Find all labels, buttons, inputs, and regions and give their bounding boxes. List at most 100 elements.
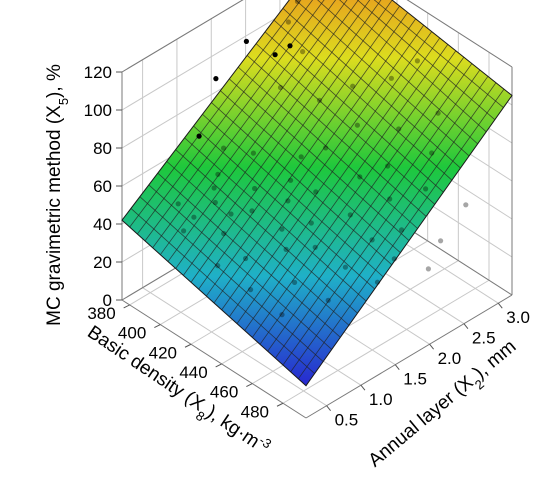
data-point bbox=[374, 279, 381, 285]
box-edge bbox=[305, 294, 513, 419]
data-point bbox=[294, 0, 301, 4]
data-point bbox=[196, 133, 202, 139]
data-point bbox=[279, 226, 285, 232]
y-tick-label: 480 bbox=[241, 402, 269, 421]
x-tick-label: 0.5 bbox=[335, 411, 359, 430]
data-point bbox=[308, 220, 314, 226]
data-point bbox=[435, 110, 441, 116]
data-point bbox=[323, 145, 329, 151]
data-point bbox=[211, 185, 217, 191]
surface-mesh-line bbox=[301, 0, 487, 133]
surface-mesh-line bbox=[167, 0, 375, 262]
data-point bbox=[385, 163, 391, 169]
data-point bbox=[423, 186, 429, 192]
data-point bbox=[272, 52, 278, 58]
surface-mesh-line bbox=[152, 0, 359, 249]
data-point bbox=[347, 212, 353, 218]
surface-mesh-line bbox=[144, 0, 352, 242]
x-tick-label: 2.5 bbox=[472, 329, 496, 348]
surface-mesh-line bbox=[319, 0, 504, 108]
data-point bbox=[354, 122, 360, 128]
y-tick-mark bbox=[184, 343, 192, 348]
x-tick-label: 1.5 bbox=[403, 370, 427, 389]
data-point bbox=[285, 19, 291, 25]
z-tick-label: 40 bbox=[93, 215, 112, 234]
surface-mesh-line bbox=[129, 0, 336, 228]
data-point bbox=[212, 199, 218, 206]
surface-mesh bbox=[129, 0, 505, 380]
x-tick-label: 3.0 bbox=[506, 308, 530, 327]
z-tick-label: 80 bbox=[93, 139, 112, 158]
surface-mesh-line bbox=[282, 74, 490, 366]
x-tick-mark bbox=[429, 343, 434, 350]
x-tick-label: 2.0 bbox=[438, 349, 462, 368]
z-axis-ticks: 0 20 40 60 80 100 120 bbox=[84, 63, 122, 310]
y-tick-label: 460 bbox=[210, 383, 238, 402]
z-tick-label: 60 bbox=[93, 177, 112, 196]
y-tick-label: 380 bbox=[87, 304, 115, 323]
data-point bbox=[438, 238, 444, 244]
surface-mesh-line bbox=[310, 0, 496, 120]
data-point bbox=[213, 76, 219, 82]
z-tick-label: 0 bbox=[103, 291, 112, 310]
data-point bbox=[292, 279, 298, 285]
data-point bbox=[391, 256, 397, 262]
surface-mesh-line bbox=[298, 88, 505, 380]
data-points bbox=[175, 0, 469, 318]
data-point bbox=[175, 201, 181, 207]
y-tick-label: 400 bbox=[118, 324, 146, 343]
x-tick-mark bbox=[360, 384, 366, 391]
surface-mesh-line bbox=[183, 0, 390, 276]
x-axis-ticks: 0.5 1.0 1.5 2.0 2.5 3.0 bbox=[326, 302, 530, 430]
data-point bbox=[191, 214, 197, 220]
data-point bbox=[388, 75, 394, 81]
data-point bbox=[287, 43, 293, 49]
y-tick-mark bbox=[276, 402, 284, 407]
y-tick-mark bbox=[215, 363, 222, 368]
floor-gridline-y bbox=[282, 279, 490, 404]
box-edge bbox=[121, 299, 307, 419]
data-point bbox=[252, 185, 258, 192]
y-tick-mark bbox=[154, 324, 161, 329]
data-point bbox=[350, 83, 356, 89]
data-point bbox=[298, 154, 304, 160]
x-tick-mark bbox=[463, 323, 469, 330]
surface-mesh-line bbox=[190, 0, 398, 283]
data-point bbox=[387, 196, 393, 202]
x-tick-mark bbox=[497, 302, 503, 309]
data-point bbox=[369, 237, 375, 243]
data-point bbox=[396, 126, 402, 132]
data-point bbox=[181, 228, 187, 234]
x-tick-mark bbox=[326, 405, 331, 412]
z-axis-label-post: ), % bbox=[44, 64, 65, 98]
data-point bbox=[283, 246, 289, 252]
z-tick-label: 20 bbox=[93, 253, 112, 272]
data-point bbox=[243, 38, 249, 45]
z-axis-label-pre: MC gravimetric method (X bbox=[44, 105, 65, 326]
data-point bbox=[243, 255, 249, 262]
y-axis-label: Basic density (X8), kg·m-3 bbox=[80, 319, 274, 464]
x-tick-mark bbox=[394, 364, 400, 371]
data-point bbox=[215, 171, 221, 177]
data-point bbox=[316, 97, 323, 103]
data-point bbox=[399, 227, 405, 233]
data-point bbox=[279, 312, 285, 318]
data-point bbox=[414, 58, 420, 64]
y-tick-mark bbox=[246, 383, 253, 388]
data-point bbox=[342, 264, 348, 270]
y-tick-label: 440 bbox=[179, 363, 207, 382]
data-point bbox=[288, 177, 294, 183]
box-edge bbox=[406, 0, 513, 68]
data-point bbox=[357, 174, 363, 180]
surface-mesh-line bbox=[290, 81, 497, 373]
data-point bbox=[249, 208, 255, 214]
z-tick-label: 100 bbox=[84, 101, 112, 120]
data-point bbox=[221, 145, 227, 151]
data-point bbox=[429, 150, 435, 156]
fitted-surface bbox=[121, 0, 513, 387]
data-point bbox=[325, 297, 331, 303]
data-point bbox=[425, 266, 431, 272]
y-tick-label: 420 bbox=[149, 343, 177, 362]
